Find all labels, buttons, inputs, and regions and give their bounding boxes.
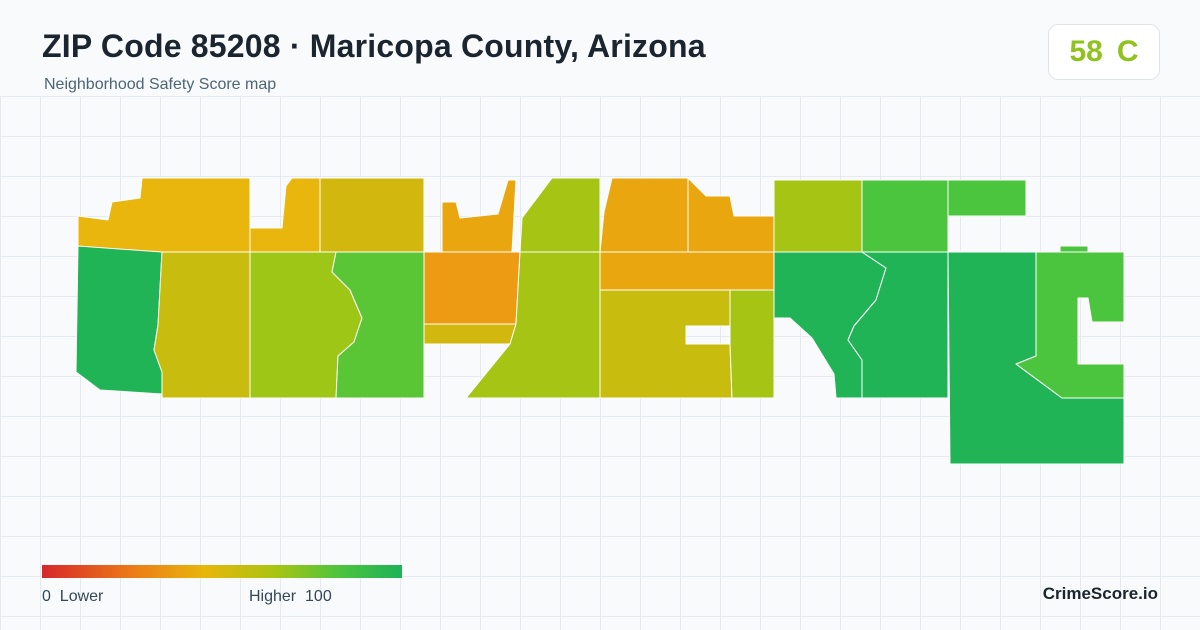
map-region[interactable] <box>423 323 517 345</box>
map-region[interactable] <box>599 289 733 399</box>
map-region[interactable] <box>861 179 949 253</box>
map-region[interactable] <box>773 179 863 253</box>
map-region[interactable] <box>519 177 601 253</box>
map-region[interactable] <box>729 289 775 399</box>
map-region[interactable] <box>75 245 163 395</box>
page-subtitle: Neighborhood Safety Score map <box>44 76 277 93</box>
map-region[interactable] <box>249 177 321 253</box>
map-region[interactable] <box>599 251 775 291</box>
map-region[interactable] <box>423 251 521 325</box>
map-region[interactable] <box>1015 251 1125 399</box>
map-region[interactable] <box>319 177 425 253</box>
page-title: ZIP Code 85208 · Maricopa County, Arizon… <box>42 28 706 64</box>
legend-low-label: 0 Lower <box>42 588 104 605</box>
brand-logo-text: CrimeScore.io <box>1042 584 1158 603</box>
map-region[interactable] <box>153 251 251 399</box>
legend-high-label: Higher 100 <box>249 588 332 605</box>
map-region[interactable] <box>947 179 1027 217</box>
map-region[interactable] <box>687 177 775 253</box>
map-region[interactable] <box>599 177 689 253</box>
map-region[interactable] <box>1059 245 1089 253</box>
map-region[interactable] <box>847 251 949 399</box>
score-grade: C <box>1116 35 1139 68</box>
score-value: 58 <box>1069 35 1103 68</box>
map-region[interactable] <box>441 179 517 253</box>
score-badge: 58 C <box>1048 24 1160 80</box>
map-region[interactable] <box>77 177 251 253</box>
legend-color-scale <box>42 565 402 578</box>
